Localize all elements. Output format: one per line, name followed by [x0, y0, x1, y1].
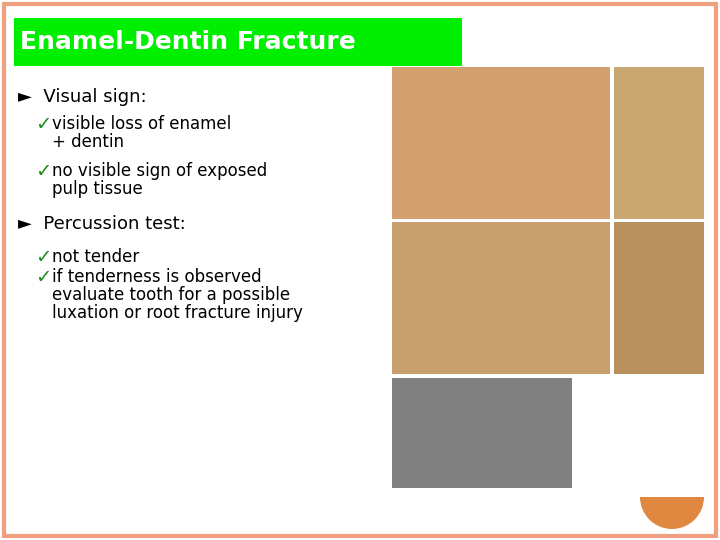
Text: visible loss of enamel: visible loss of enamel: [52, 115, 231, 133]
Bar: [614, 67, 704, 219]
Bar: [392, 67, 610, 219]
Text: no visible sign of exposed: no visible sign of exposed: [52, 162, 267, 180]
Text: ►  Visual sign:: ► Visual sign:: [18, 88, 147, 106]
Text: ✓: ✓: [35, 162, 51, 181]
Text: not tender: not tender: [52, 248, 139, 266]
Text: + dentin: + dentin: [52, 133, 124, 151]
Text: ►  Percussion test:: ► Percussion test:: [18, 215, 186, 233]
Text: if tenderness is observed: if tenderness is observed: [52, 268, 261, 286]
Bar: [614, 222, 704, 374]
Bar: [392, 378, 572, 488]
Text: pulp tissue: pulp tissue: [52, 180, 143, 198]
Bar: [392, 222, 610, 374]
Text: Enamel-Dentin Fracture: Enamel-Dentin Fracture: [20, 30, 356, 54]
Text: evaluate tooth for a possible: evaluate tooth for a possible: [52, 286, 290, 304]
Text: luxation or root fracture injury: luxation or root fracture injury: [52, 304, 303, 322]
Text: ✓: ✓: [35, 248, 51, 267]
Text: ✓: ✓: [35, 115, 51, 134]
Bar: [14, 18, 462, 66]
Wedge shape: [640, 497, 704, 529]
Text: ✓: ✓: [35, 268, 51, 287]
